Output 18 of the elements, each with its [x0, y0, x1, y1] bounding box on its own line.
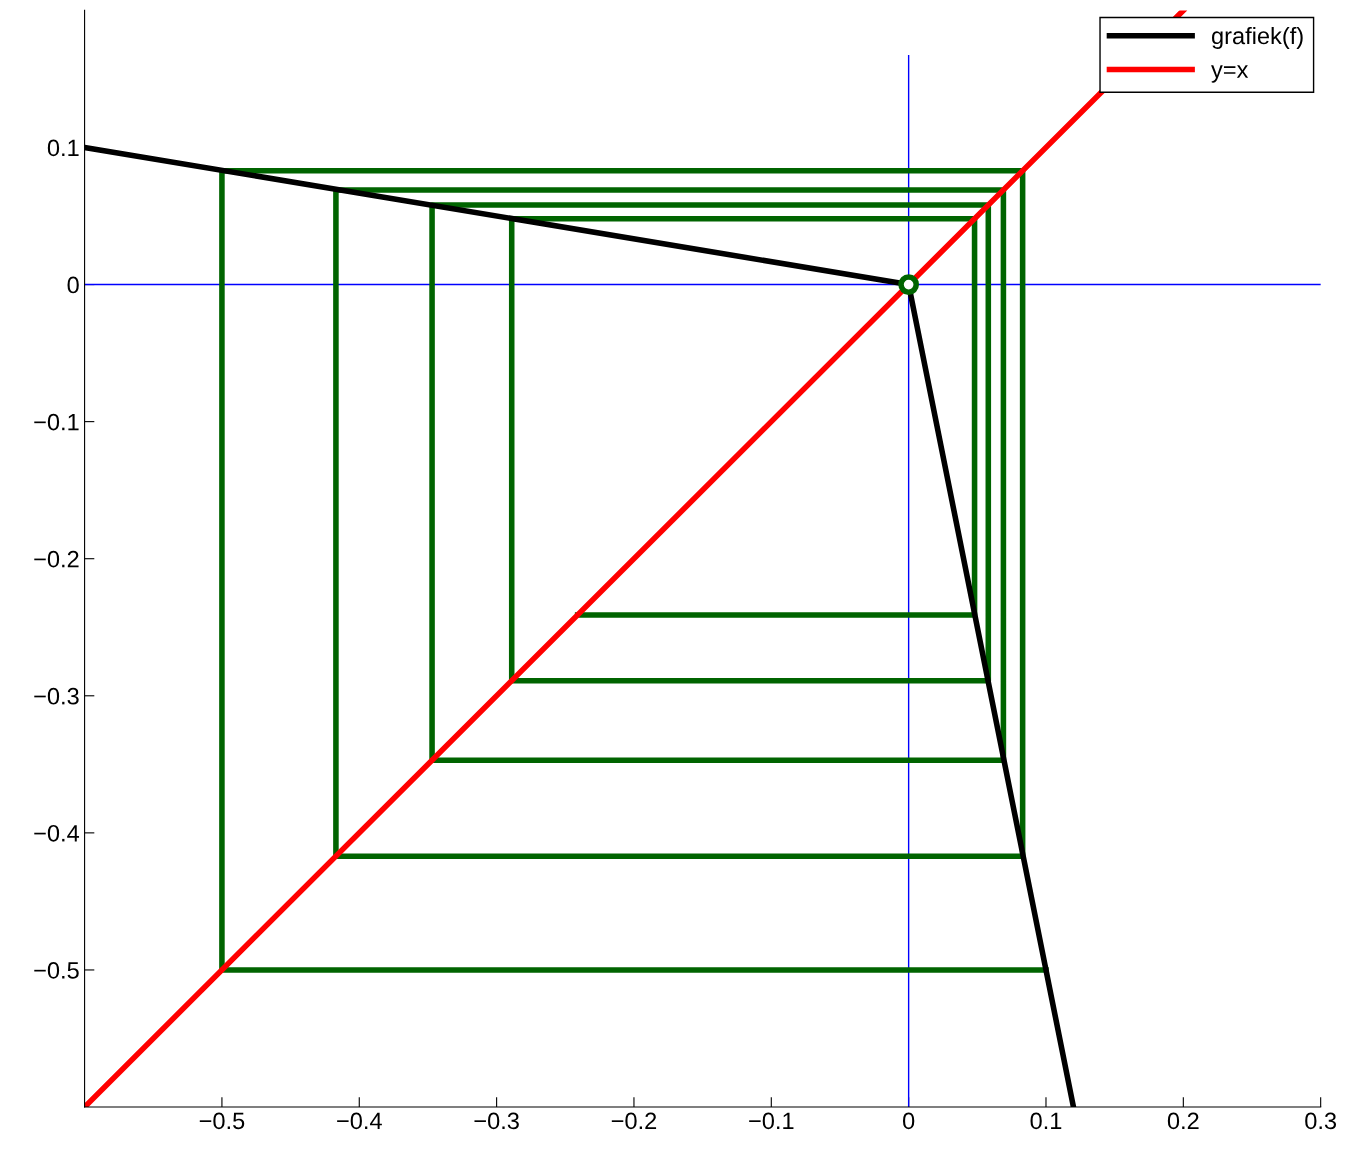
y-tick-label: −0.3	[34, 687, 79, 705]
x-tick-label: −0.4	[337, 1112, 382, 1130]
x-tick-label: 0	[903, 1112, 915, 1130]
y-tick-label: 0	[67, 276, 79, 294]
x-tick-label: −0.2	[611, 1112, 657, 1130]
y-tick-label: −0.1	[34, 413, 79, 431]
y-tick-label: −0.2	[34, 550, 79, 568]
y-tick-label: −0.5	[34, 962, 79, 979]
x-tick-label: 0.2	[1167, 1112, 1199, 1130]
y-tick-label: 0.1	[47, 139, 79, 157]
x-tick-label: −0.3	[474, 1112, 519, 1130]
legend-label: grafiek(f)	[1211, 26, 1303, 49]
x-tick-label: −0.1	[749, 1112, 794, 1130]
x-tick-label: 0.1	[1030, 1112, 1062, 1130]
x-tick-label: −0.5	[199, 1112, 245, 1130]
x-tick-label: 0.3	[1305, 1112, 1337, 1130]
legend-label: y=x	[1211, 65, 1249, 83]
y-tick-label: −0.4	[34, 824, 80, 842]
